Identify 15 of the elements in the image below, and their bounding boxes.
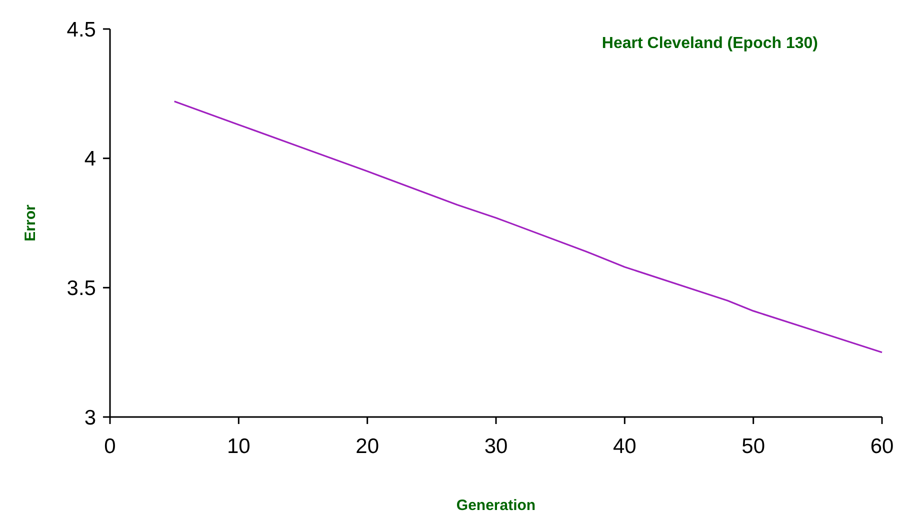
line-series xyxy=(174,100,883,354)
y-tick-label: 3 xyxy=(84,406,96,430)
y-axis-title: Error xyxy=(22,204,39,242)
x-tick-label: 10 xyxy=(226,435,250,458)
x-tick-label: 0 xyxy=(104,435,116,458)
x-tick-label: 50 xyxy=(742,435,766,458)
y-tick-label: 4 xyxy=(84,148,96,171)
y-tick-label: 3.5 xyxy=(66,277,96,300)
x-tick-label: 20 xyxy=(356,435,380,458)
x-tick-label: 40 xyxy=(612,435,636,458)
y-tick-label: 4.5 xyxy=(66,18,96,42)
x-tick-label: 60 xyxy=(870,435,894,458)
x-axis-title: Generation xyxy=(456,497,536,514)
chart-title: Heart Cleveland (Epoch 130) xyxy=(602,35,818,52)
x-tick-label: 30 xyxy=(484,435,508,458)
